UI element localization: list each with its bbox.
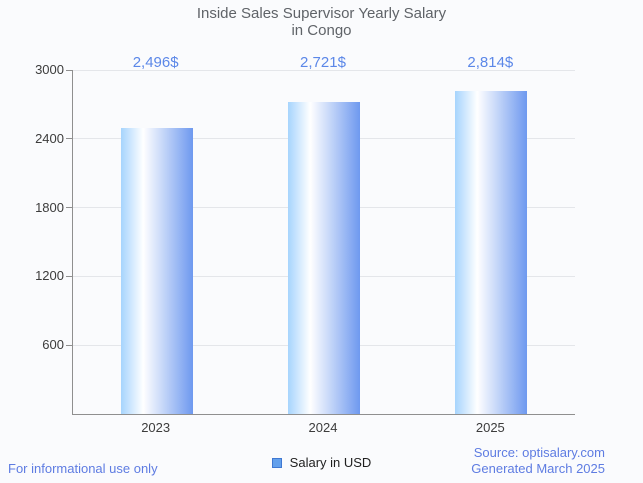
- generated-text: Generated March 2025: [471, 461, 605, 476]
- bar: [455, 91, 528, 414]
- y-axis-tick: [66, 207, 72, 209]
- legend-swatch-salary-icon: [271, 457, 282, 468]
- y-axis-tick: [66, 138, 72, 140]
- y-axis-label: 1200: [35, 268, 64, 284]
- x-axis-label: 2023: [141, 420, 171, 435]
- bar: [288, 102, 360, 414]
- bar-value-label: 2,496$: [132, 54, 179, 71]
- chart-title-line2: in Congo: [291, 22, 352, 39]
- y-axis-tick: [66, 275, 72, 277]
- y-axis-label: 1800: [35, 199, 64, 215]
- chart-title: Inside Sales Supervisor Yearly Salary in…: [0, 5, 643, 39]
- legend-label: Salary in USD: [289, 455, 372, 470]
- plot-area: [72, 69, 575, 415]
- bar-value-label: 2,814$: [467, 54, 514, 71]
- bar-value-label: 2,721$: [300, 54, 346, 71]
- y-axis-tick: [66, 344, 72, 346]
- bar: [120, 127, 193, 414]
- legend: Salary in USD: [0, 455, 643, 470]
- y-axis-tick: [66, 69, 72, 71]
- gridline: [73, 69, 575, 71]
- source-block: Source: optisalary.com Generated March 2…: [471, 445, 605, 477]
- y-axis-label: 2400: [35, 130, 64, 146]
- x-axis-label: 2025: [475, 420, 505, 435]
- chart-title-line1: Inside Sales Supervisor Yearly Salary: [196, 5, 447, 22]
- y-axis-label: 600: [42, 337, 64, 353]
- source-text: Source: optisalary.com: [473, 445, 605, 460]
- y-axis-label: 3000: [35, 62, 64, 77]
- disclaimer-text: For informational use only: [8, 461, 158, 476]
- x-axis-label: 2024: [308, 420, 338, 435]
